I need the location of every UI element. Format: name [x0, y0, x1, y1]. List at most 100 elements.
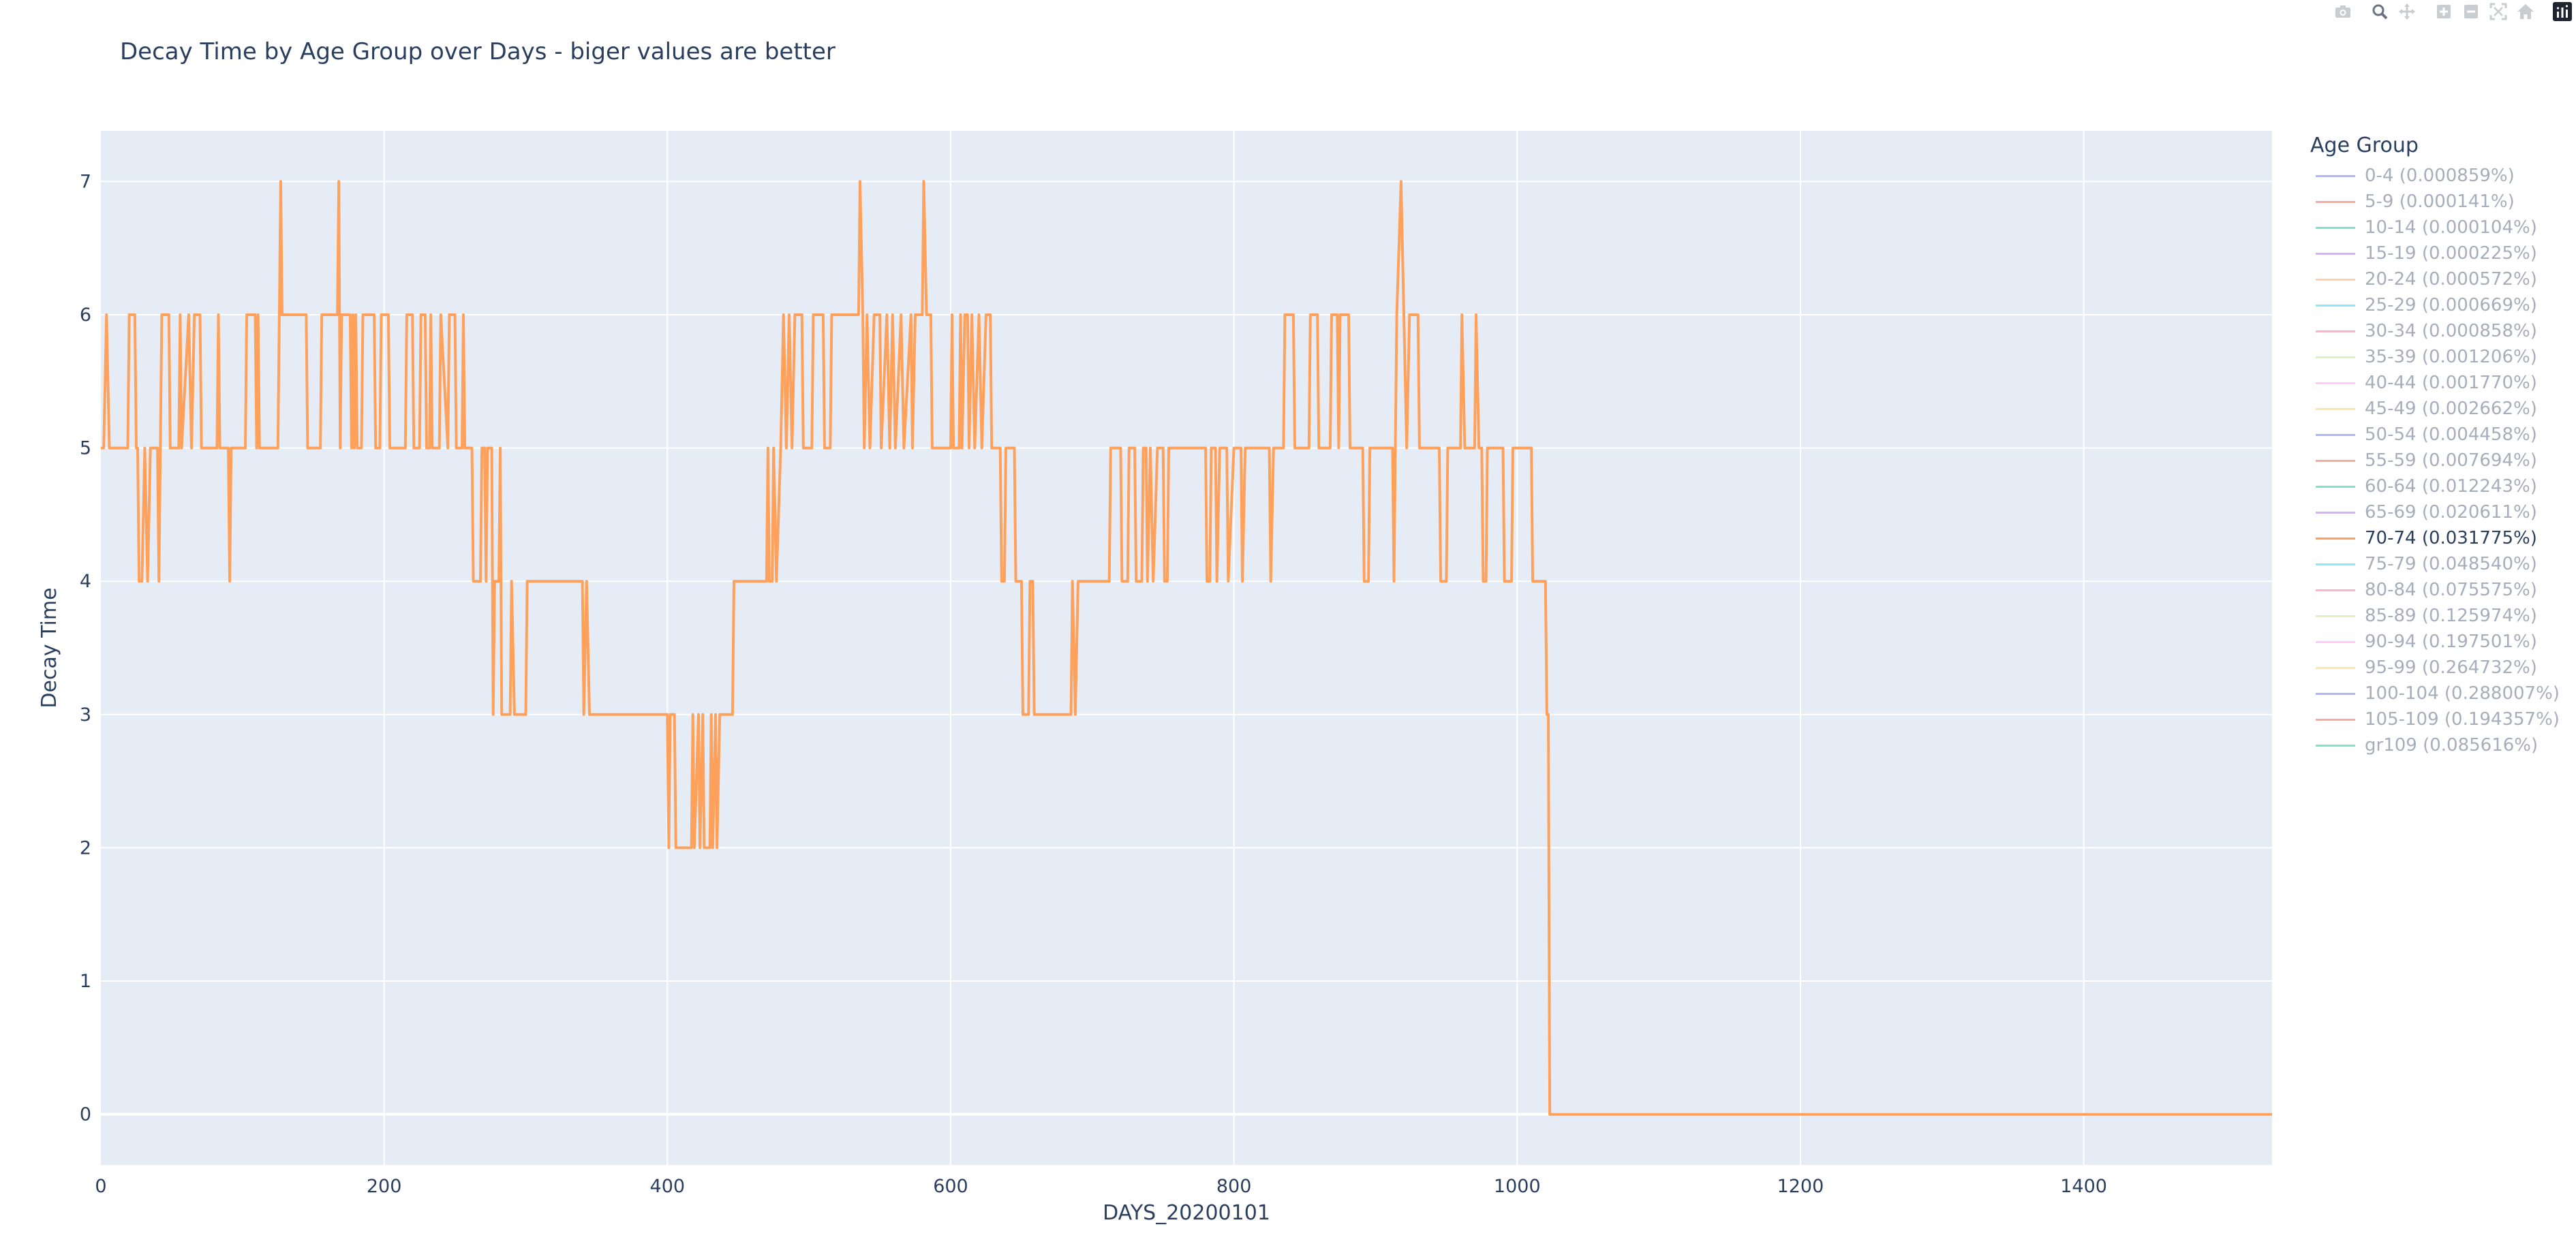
y-tick-labels: 0 1 2 3 4 5 6 7	[80, 171, 91, 1125]
reset-axes-icon[interactable]	[2512, 0, 2539, 23]
legend-swatch	[2316, 304, 2355, 307]
legend-item[interactable]: 40-44 (0.001770%)	[2310, 370, 2560, 396]
legend-swatch	[2316, 511, 2355, 514]
legend-swatch	[2316, 174, 2355, 177]
legend-item[interactable]: 10-14 (0.000104%)	[2310, 215, 2560, 240]
legend-label: gr109 (0.085616%)	[2365, 735, 2539, 756]
y-tick-label: 5	[80, 438, 91, 459]
legend-item[interactable]: 95-99 (0.264732%)	[2310, 655, 2560, 681]
legend-label: 65-69 (0.020611%)	[2365, 502, 2537, 523]
legend-swatch	[2316, 407, 2355, 410]
legend-label: 10-14 (0.000104%)	[2365, 217, 2537, 238]
legend-label: 50-54 (0.004458%)	[2365, 424, 2537, 445]
legend-swatch	[2316, 252, 2355, 255]
legend-label: 85-89 (0.125974%)	[2365, 606, 2537, 626]
legend-item[interactable]: 15-19 (0.000225%)	[2310, 240, 2560, 266]
camera-icon[interactable]	[2329, 0, 2357, 23]
legend-label: 45-49 (0.002662%)	[2365, 399, 2537, 419]
x-tick-label: 600	[933, 1176, 968, 1197]
y-gridlines	[101, 181, 2272, 982]
legend-swatch	[2316, 589, 2355, 591]
legend-item[interactable]: 20-24 (0.000572%)	[2310, 266, 2560, 292]
legend-title: Age Group	[2310, 134, 2419, 157]
legend-label: 0-4 (0.000859%)	[2365, 166, 2515, 186]
pan-icon[interactable]	[2393, 0, 2421, 23]
y-tick-label: 0	[80, 1104, 91, 1125]
legend-label: 35-39 (0.001206%)	[2365, 347, 2537, 367]
legend-swatch	[2316, 485, 2355, 488]
legend: Age Group 0-4 (0.000859%) 5-9 (0.000141%)…	[2310, 134, 2560, 758]
legend-item[interactable]: gr109 (0.085616%)	[2310, 732, 2560, 758]
series-layer	[101, 180, 2272, 1116]
legend-label: 5-9 (0.000141%)	[2365, 191, 2515, 212]
legend-item[interactable]: 70-74 (0.031775%)	[2310, 525, 2560, 551]
x-tick-label: 200	[367, 1176, 402, 1197]
legend-label: 55-59 (0.007694%)	[2365, 450, 2537, 471]
legend-swatch	[2316, 537, 2355, 540]
legend-swatch	[2316, 563, 2355, 565]
legend-item[interactable]: 100-104 (0.288007%)	[2310, 681, 2560, 706]
x-tick-label: 1400	[2060, 1176, 2107, 1197]
x-tick-label: 1200	[1777, 1176, 1824, 1197]
legend-label: 30-34 (0.000858%)	[2365, 321, 2537, 341]
legend-item[interactable]: 85-89 (0.125974%)	[2310, 603, 2560, 629]
legend-swatch	[2316, 330, 2355, 332]
zoom-in-icon[interactable]	[2430, 0, 2457, 23]
x-gridlines	[383, 131, 2085, 1165]
y-tick-label: 6	[80, 305, 91, 326]
y-tick-label: 4	[80, 571, 91, 592]
legend-label: 70-74 (0.031775%)	[2365, 528, 2537, 548]
legend-item[interactable]: 0-4 (0.000859%)	[2310, 163, 2560, 189]
legend-label: 25-29 (0.000669%)	[2365, 295, 2537, 315]
legend-item[interactable]: 55-59 (0.007694%)	[2310, 448, 2560, 473]
legend-item[interactable]: 45-49 (0.002662%)	[2310, 396, 2560, 422]
legend-label: 20-24 (0.000572%)	[2365, 269, 2537, 290]
x-axis-title: DAYS_20200101	[1103, 1201, 1270, 1225]
legend-swatch	[2316, 382, 2355, 384]
legend-item[interactable]: 30-34 (0.000858%)	[2310, 318, 2560, 344]
legend-swatch	[2316, 692, 2355, 695]
legend-swatch	[2316, 640, 2355, 643]
legend-item[interactable]: 60-64 (0.012243%)	[2310, 473, 2560, 499]
legend-label: 60-64 (0.012243%)	[2365, 476, 2537, 497]
legend-label: 95-99 (0.264732%)	[2365, 657, 2537, 678]
legend-item[interactable]: 80-84 (0.075575%)	[2310, 577, 2560, 603]
legend-item[interactable]: 35-39 (0.001206%)	[2310, 344, 2560, 370]
legend-label: 75-79 (0.048540%)	[2365, 554, 2537, 574]
autoscale-icon[interactable]	[2485, 0, 2512, 23]
series-line-70-74	[101, 180, 2272, 1116]
chart-title: Decay Time by Age Group over Days - bige…	[120, 38, 835, 65]
legend-label: 90-94 (0.197501%)	[2365, 632, 2537, 652]
legend-swatch	[2316, 278, 2355, 281]
legend-item[interactable]: 25-29 (0.000669%)	[2310, 292, 2560, 318]
x-tick-label: 0	[95, 1176, 106, 1197]
legend-item[interactable]: 75-79 (0.048540%)	[2310, 551, 2560, 577]
zoom-out-icon[interactable]	[2457, 0, 2485, 23]
legend-item[interactable]: 90-94 (0.197501%)	[2310, 629, 2560, 655]
legend-swatch	[2316, 718, 2355, 721]
legend-item[interactable]: 65-69 (0.020611%)	[2310, 499, 2560, 525]
legend-item[interactable]: 5-9 (0.000141%)	[2310, 189, 2560, 215]
x-tick-labels: 0 200 400 600 800 1000 1200 1400	[95, 1176, 2107, 1197]
legend-swatch	[2316, 666, 2355, 669]
legend-item[interactable]: 50-54 (0.004458%)	[2310, 422, 2560, 448]
legend-swatch	[2316, 356, 2355, 358]
legend-item[interactable]: 105-109 (0.194357%)	[2310, 706, 2560, 732]
legend-label: 105-109 (0.194357%)	[2365, 709, 2560, 730]
zoom-icon[interactable]	[2366, 0, 2393, 23]
modebar	[2329, 0, 2576, 23]
y-axis-title: Decay Time	[37, 587, 61, 708]
legend-swatch	[2316, 744, 2355, 747]
y-tick-label: 2	[80, 837, 91, 858]
legend-label: 15-19 (0.000225%)	[2365, 243, 2537, 264]
legend-label: 100-104 (0.288007%)	[2365, 683, 2560, 704]
y-tick-label: 1	[80, 971, 91, 992]
legend-swatch	[2316, 226, 2355, 229]
plot-background	[101, 131, 2272, 1165]
y-tick-label: 7	[80, 171, 91, 192]
x-tick-label: 1000	[1494, 1176, 1541, 1197]
legend-swatch	[2316, 433, 2355, 436]
plotly-logo-icon[interactable]	[2549, 0, 2576, 23]
legend-label: 80-84 (0.075575%)	[2365, 580, 2537, 600]
